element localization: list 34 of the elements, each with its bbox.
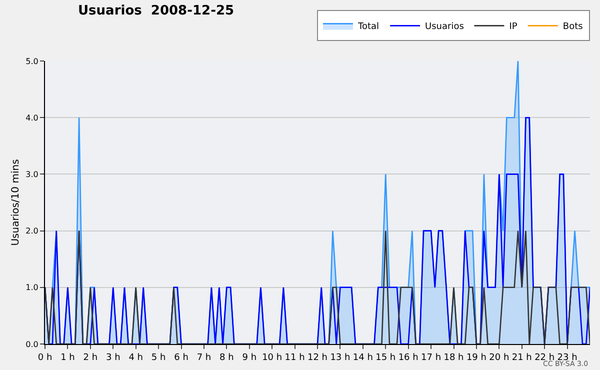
legend-label: Total xyxy=(357,22,380,32)
x-tick-label: 4 h xyxy=(128,352,143,363)
y-tick-label: 2.0 xyxy=(26,226,38,236)
x-tick-label: 19 h xyxy=(466,352,486,363)
x-tick-label: 5 h xyxy=(151,352,166,363)
x-tick-label: 15 h xyxy=(376,352,396,363)
y-tick-label: 5.0 xyxy=(26,56,38,66)
x-tick-label: 0 h xyxy=(38,352,52,363)
y-tick-label: 1.0 xyxy=(26,283,38,292)
y-tick-label: 0.0 xyxy=(26,340,38,349)
x-tick-label: 6 h xyxy=(174,352,188,363)
x-tick-label: 13 h xyxy=(330,352,350,363)
x-tick-label: 12 h xyxy=(307,352,328,363)
y-tick-label: 3.0 xyxy=(26,170,38,179)
x-tick-label: 8 h xyxy=(220,352,234,363)
x-tick-label: 7 h xyxy=(196,352,212,363)
y-axis-title: Usuarios/10 mins xyxy=(10,159,22,246)
legend-label: IP xyxy=(509,22,518,32)
x-tick-label: 10 h xyxy=(262,352,282,363)
x-tick-label: 11 h xyxy=(284,352,305,363)
x-tick-label: 16 h xyxy=(398,352,418,363)
x-tick-label: 3 h xyxy=(106,352,120,363)
x-tick-label: 14 h xyxy=(352,352,373,363)
legend-label: Bots xyxy=(562,22,584,32)
x-tick-label: 2 h xyxy=(83,352,98,363)
y-tick-label: 4.0 xyxy=(26,113,38,122)
x-tick-label: 17 h xyxy=(421,352,442,363)
legend-label: Usuarios xyxy=(425,22,464,32)
x-tick-label: 21 h xyxy=(512,352,532,363)
x-tick-label: 1 h xyxy=(60,352,75,363)
x-tick-label: 9 h xyxy=(242,352,257,363)
x-tick-label: 20 h xyxy=(489,352,510,363)
chart-title: Usuarios 2008-12-25 xyxy=(78,4,234,19)
x-tick-label: 18 h xyxy=(444,352,464,363)
